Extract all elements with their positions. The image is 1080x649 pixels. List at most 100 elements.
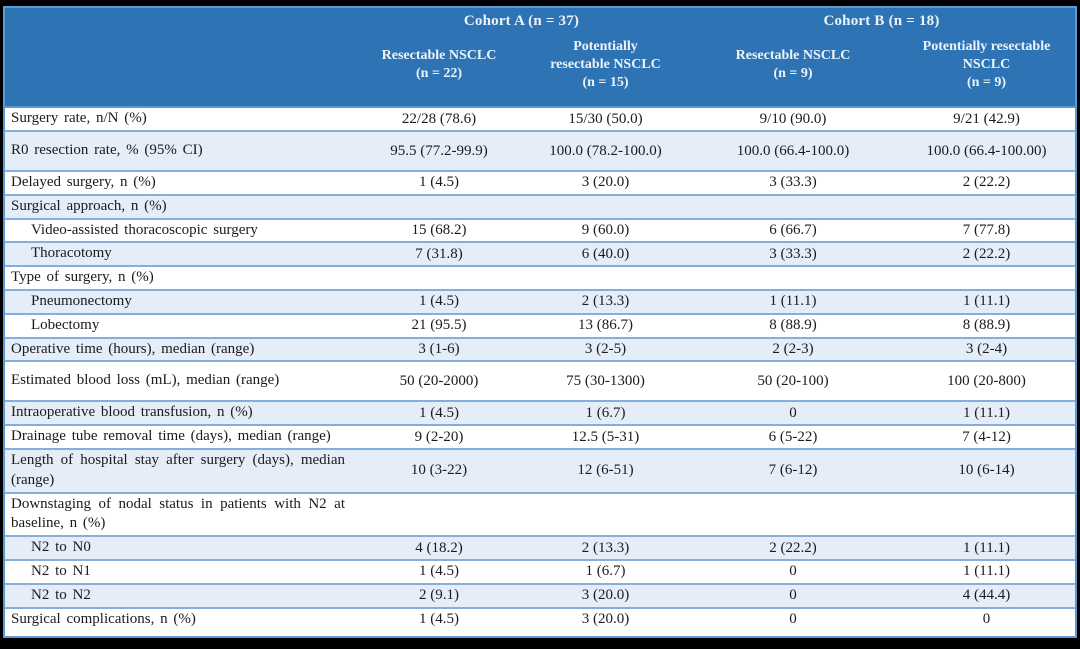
row-label: Surgical complications, n (%) xyxy=(11,610,196,627)
row-label: Surgical approach, n (%) xyxy=(11,197,167,214)
row-label: Delayed surgery, n (%) xyxy=(11,174,156,190)
cohort-header-row: Cohort A (n = 37) Cohort B (n = 18) xyxy=(5,8,1075,30)
row-label: Downstaging of nodal status in patients … xyxy=(11,495,345,532)
row-value: 2 (13.3) xyxy=(581,539,630,556)
table-row: Length of hospital stay after surgery (d… xyxy=(5,447,1075,492)
row-value: 100.0 (78.2-100.0) xyxy=(549,142,662,159)
column-header-cohort-b-resectable: Resectable NSCLC (n = 9) xyxy=(735,47,851,81)
row-value xyxy=(898,206,1075,208)
column-header-cohort-b-potentially-resectable: Potentially resectable NSCLC (n = 9) xyxy=(922,38,1051,91)
row-label: Estimated blood loss (mL), median (range… xyxy=(11,372,280,389)
row-value xyxy=(688,277,898,279)
row-value: 50 (20-100) xyxy=(757,372,829,389)
row-label: Intraoperative blood transfusion, n (%) xyxy=(11,404,253,421)
row-value: 21 (95.5) xyxy=(411,317,467,334)
cohort-b-header: Cohort B (n = 18) xyxy=(823,13,940,29)
row-value: 9 (2-20) xyxy=(414,428,464,445)
table-body: Surgery rate, n/N (%) 22/28 (78.6) 15/30 (… xyxy=(5,108,1075,636)
row-value: 3 (20.0) xyxy=(581,174,630,191)
row-value xyxy=(355,513,523,515)
row-value: 2 (22.2) xyxy=(769,539,817,556)
row-value: 2 (22.2) xyxy=(962,174,1011,191)
header-spacer xyxy=(5,13,355,30)
row-value: 3 (20.0) xyxy=(581,610,630,627)
row-value: 1 (4.5) xyxy=(419,404,459,421)
table-header: Cohort A (n = 37) Cohort B (n = 18) Rese… xyxy=(5,8,1075,108)
row-value: 100 (20-800) xyxy=(947,372,1026,389)
row-value: 1 (11.1) xyxy=(963,563,1010,580)
row-label: Lobectomy xyxy=(31,316,100,333)
row-value: 1 (11.1) xyxy=(963,293,1010,310)
table-row: Video-assisted thoracoscopic surgery 15 (… xyxy=(5,217,1075,242)
row-value: 2 (13.3) xyxy=(581,293,630,310)
row-value: 1 (4.5) xyxy=(419,610,459,627)
row-value: 1 (4.5) xyxy=(419,174,459,191)
row-value xyxy=(523,513,688,515)
row-value: 3 (1-6) xyxy=(418,340,460,357)
row-label: Operative time (hours), median (range) xyxy=(11,340,255,357)
row-label: R0 resection rate, % (95% CI) xyxy=(11,142,203,159)
row-label: N2 to N0 xyxy=(31,539,91,556)
column-header-row: Resectable NSCLC (n = 22) Potentially res… xyxy=(5,30,1075,106)
table-row: Intraoperative blood transfusion, n (%) 1… xyxy=(5,400,1075,425)
row-value: 1 (6.7) xyxy=(585,404,626,421)
row-value: 0 xyxy=(982,610,991,627)
row-value: 50 (20-2000) xyxy=(399,372,479,389)
row-value: 0 xyxy=(789,404,797,421)
row-value xyxy=(523,206,688,208)
row-value: 3 (33.3) xyxy=(769,245,817,262)
row-value: 1 (4.5) xyxy=(419,563,459,580)
table-row: N2 to N2 2 (9.1) 3 (20.0) 0 4 (44.4) xyxy=(5,582,1075,607)
row-value: 7 (77.8) xyxy=(962,221,1011,238)
row-value: 3 (20.0) xyxy=(581,587,630,604)
row-label: N2 to N2 xyxy=(31,586,91,603)
row-label: Type of surgery, n (%) xyxy=(11,269,154,286)
row-value: 8 (88.9) xyxy=(962,317,1011,334)
row-value: 2 (2-3) xyxy=(772,340,814,357)
table-row: N2 to N1 1 (4.5) 1 (6.7) 0 1 (11.1) xyxy=(5,558,1075,583)
row-value xyxy=(688,513,898,515)
row-value: 1 (11.1) xyxy=(963,539,1010,556)
row-value: 0 xyxy=(789,587,797,604)
row-value: 10 (6-14) xyxy=(958,462,1015,479)
row-value: 9/21 (42.9) xyxy=(953,110,1020,127)
row-label: Pneumonectomy xyxy=(31,292,132,309)
row-value: 7 (4-12) xyxy=(962,428,1011,445)
row-value: 10 (3-22) xyxy=(410,462,468,479)
row-value: 75 (30-1300) xyxy=(566,372,645,389)
row-label: Length of hospital stay after surgery (d… xyxy=(11,451,345,488)
table-row: Surgical complications, n (%) 1 (4.5) 3 (2… xyxy=(5,606,1075,631)
row-value: 3 (33.3) xyxy=(769,174,817,191)
row-value: 7 (6-12) xyxy=(768,462,818,479)
row-value: 4 (44.4) xyxy=(962,587,1011,604)
row-value: 0 xyxy=(789,610,797,627)
row-value xyxy=(355,277,523,279)
row-value: 0 xyxy=(789,563,797,580)
table-row: Surgery rate, n/N (%) 22/28 (78.6) 15/30 (… xyxy=(5,108,1075,130)
row-value: 9/10 (90.0) xyxy=(759,110,827,127)
column-header-cohort-a-potentially-resectable: Potentially resectable NSCLC (n = 15) xyxy=(550,38,661,91)
cohort-a-header: Cohort A (n = 37) xyxy=(463,13,580,29)
row-value: 6 (40.0) xyxy=(581,245,630,262)
row-value: 3 (2-5) xyxy=(584,340,627,357)
row-value: 1 (4.5) xyxy=(419,293,459,310)
row-label: Drainage tube removal time (days), media… xyxy=(11,428,331,445)
table-row: Pneumonectomy 1 (4.5) 2 (13.3) 1 (11.1) 1 (1… xyxy=(5,288,1075,313)
row-value: 13 (86.7) xyxy=(578,317,633,334)
row-value: 15 (68.2) xyxy=(411,221,467,238)
row-value: 100.0 (66.4-100.00) xyxy=(926,142,1047,159)
table-row: Operative time (hours), median (range) 3 … xyxy=(5,336,1075,361)
table-row: Type of surgery, n (%) xyxy=(5,265,1075,289)
row-value: 12 (6-51) xyxy=(577,462,634,479)
row-value xyxy=(898,513,1075,515)
row-value: 2 (22.2) xyxy=(962,245,1011,262)
row-value xyxy=(355,206,523,208)
row-value: 6 (5-22) xyxy=(768,428,818,445)
table-row: Lobectomy 21 (95.5) 13 (86.7) 8 (88.9) 8 (88… xyxy=(5,312,1075,337)
table-row: Delayed surgery, n (%) 1 (4.5) 3 (20.0) 3 (… xyxy=(5,170,1075,194)
table-row: Surgical approach, n (%) xyxy=(5,193,1075,218)
table-row: Thoracotomy 7 (31.8) 6 (40.0) 3 (33.3) 2 (22… xyxy=(5,241,1075,266)
row-label: Video-assisted thoracoscopic surgery xyxy=(31,221,258,238)
row-value: 1 (11.1) xyxy=(963,404,1010,421)
